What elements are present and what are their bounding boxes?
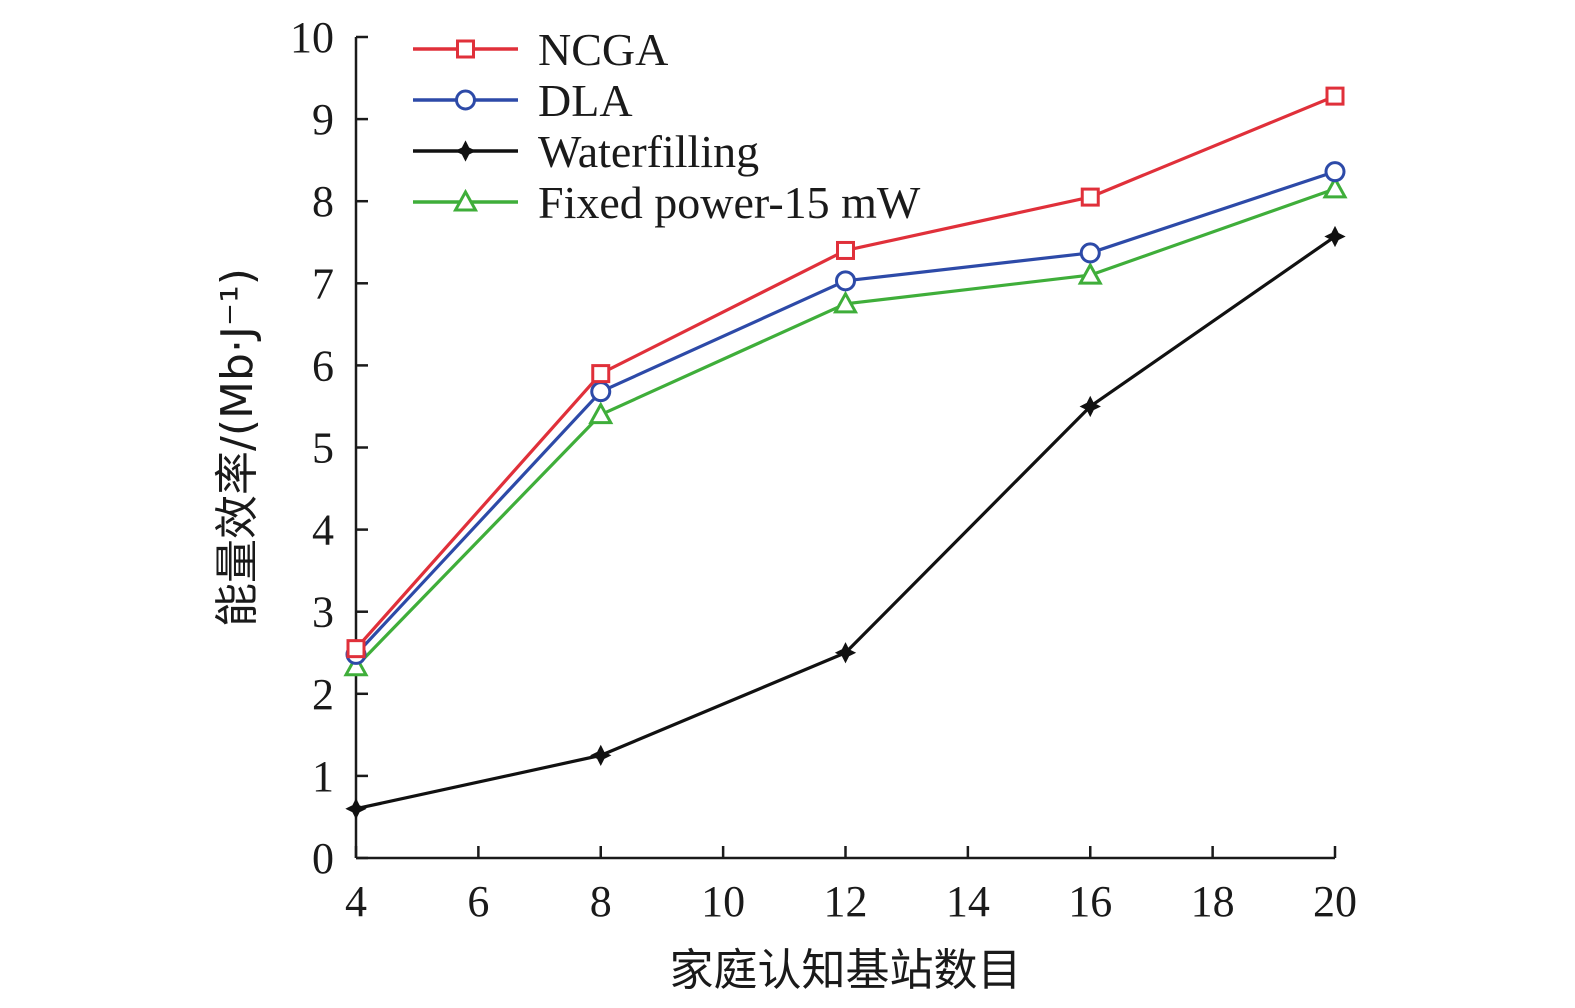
series-line <box>354 187 1336 668</box>
data-point <box>1079 242 1101 264</box>
data-point <box>836 240 855 260</box>
y-tick-label: 8 <box>312 177 334 226</box>
y-tick-label: 4 <box>312 506 334 555</box>
y-tick-label: 1 <box>312 752 334 801</box>
data-point <box>1325 86 1345 106</box>
legend-label: NCGA <box>538 24 668 75</box>
data-point <box>1322 175 1348 199</box>
series-line <box>355 235 1336 811</box>
legend-item: Fixed power-15 mW <box>413 177 921 228</box>
y-tick-label: 3 <box>312 588 334 637</box>
data-point <box>834 642 857 664</box>
legend-label: Fixed power-15 mW <box>538 177 921 228</box>
series-ncga <box>346 86 1345 659</box>
series-dla <box>345 161 1346 665</box>
x-tick-label: 20 <box>1313 877 1357 926</box>
data-point <box>345 798 367 820</box>
y-tick-label: 7 <box>312 259 334 308</box>
y-tick-label: 10 <box>290 13 334 62</box>
data-point <box>832 290 859 314</box>
x-tick-label: 12 <box>824 877 868 926</box>
x-tick-label: 6 <box>467 877 489 926</box>
data-point <box>1077 262 1103 285</box>
y-ticks: 0 1 2 3 4 5 6 7 8 9 10 <box>290 13 368 883</box>
data-point <box>590 381 612 403</box>
series-waterfilling <box>345 225 1346 820</box>
y-tick-label: 9 <box>312 95 334 144</box>
x-tick-label: 14 <box>946 877 990 926</box>
legend-item: Waterfilling <box>413 126 759 177</box>
data-point <box>1080 187 1100 207</box>
data-point <box>346 639 366 659</box>
legend-swatch-marker <box>452 188 479 212</box>
y-axis-title: 能量效率/(Mb·J⁻¹) <box>212 268 263 627</box>
series-layer <box>343 86 1348 820</box>
x-tick-label: 10 <box>701 877 745 926</box>
legend-item: DLA <box>413 75 633 126</box>
axes <box>354 37 1335 860</box>
legend-label: Waterfilling <box>538 126 759 177</box>
data-point <box>1324 161 1346 183</box>
data-point <box>588 401 614 425</box>
x-tick-label: 16 <box>1068 877 1112 926</box>
y-tick-label: 6 <box>312 341 334 390</box>
data-point <box>591 364 611 384</box>
data-point <box>835 270 856 292</box>
y-tick-label: 0 <box>312 834 334 883</box>
legend-label: DLA <box>538 75 633 126</box>
legend-swatch-marker <box>455 89 476 111</box>
legend-swatch-marker <box>454 140 477 162</box>
series-fixed-power-15-mw <box>343 175 1348 677</box>
data-point <box>1324 225 1346 248</box>
data-point <box>590 744 612 767</box>
legend-swatch-marker <box>456 39 475 59</box>
legend-item: NCGA <box>413 24 668 75</box>
x-tick-label: 18 <box>1191 877 1235 926</box>
data-point <box>343 653 369 677</box>
y-tick-label: 2 <box>312 670 334 719</box>
x-axis-title: 家庭认知基站数目 <box>670 945 1022 996</box>
x-tick-label: 4 <box>345 877 367 926</box>
data-point <box>1079 395 1101 418</box>
x-ticks: 4 6 8 10 12 14 16 18 20 <box>345 846 1357 926</box>
x-tick-label: 8 <box>590 877 612 926</box>
y-tick-label: 5 <box>312 424 334 473</box>
